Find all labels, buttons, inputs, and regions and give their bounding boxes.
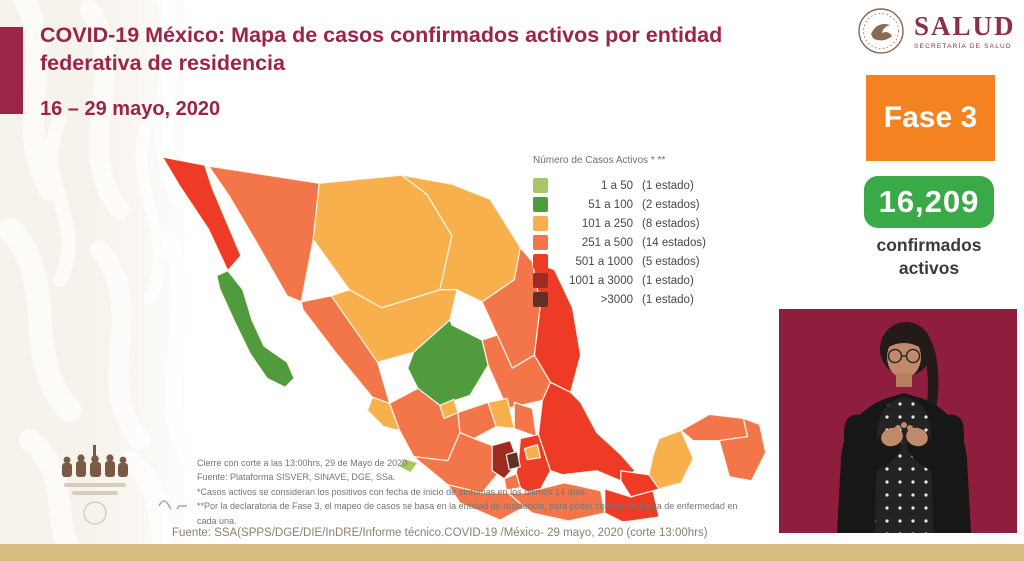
state-quintana-roo (718, 417, 767, 482)
legend-swatch (533, 178, 548, 193)
legend-row: 51 a 100 (2 estados) (533, 195, 758, 214)
state-hidalgo (513, 401, 537, 438)
active-cases-count: 16,209 (878, 184, 980, 219)
state-colima (398, 458, 419, 474)
phase-label: Fase 3 (883, 101, 978, 134)
footer-bar (0, 544, 1024, 561)
legend-swatch (533, 273, 548, 288)
active-cases-badge: 16,209 (864, 176, 994, 228)
squiggle-mark (158, 500, 187, 509)
legend-swatch (533, 216, 548, 231)
legend-swatch (533, 235, 548, 250)
state-guanajuato (457, 401, 497, 440)
state-tlaxcala (523, 443, 542, 461)
salud-subtitle: SECRETARÍA DE SALUD (914, 42, 1012, 50)
government-heroes-emblem (62, 445, 128, 525)
date-range: 16 – 29 mayo, 2020 (40, 98, 221, 120)
legend-row: 501 a 1000 (5 estados) (533, 252, 758, 271)
state-nayarit (366, 396, 401, 432)
state-yucatan (680, 413, 749, 442)
legend-row: 101 a 250 (8 estados) (533, 214, 758, 233)
state-cdmx (505, 451, 521, 471)
active-cases-caption: confirmados activos (876, 235, 982, 279)
salud-logo: SALUD SECRETARÍA DE SALUD (857, 7, 1016, 55)
phase-badge: Fase 3 (866, 75, 995, 161)
footnote-line: *Casos activos se consideran los positiv… (197, 486, 588, 497)
sign-language-interpreter-illustration (837, 322, 971, 533)
title-accent-bar (0, 27, 23, 114)
state-campeche (648, 429, 694, 490)
legend-swatch (533, 254, 548, 269)
legend-row: 1001 a 3000 (1 estado) (533, 271, 758, 290)
state-morelos (503, 473, 521, 491)
legend-swatch (533, 292, 548, 307)
legend-row: >3000 (1 estado) (533, 290, 758, 309)
legend-title: Número de Casos Activos * ** (533, 155, 666, 166)
salud-eagle-seal-icon (858, 8, 904, 54)
sign-language-interpreter-video (779, 309, 1017, 533)
source-line: Fuente: SSA(SPPS/DGE/DIE/InDRE/Informe t… (172, 527, 708, 539)
legend-swatch (533, 197, 548, 212)
legend-row: 1 a 50 (1 estado) (533, 176, 758, 195)
legend-row: 251 a 500 (14 estados) (533, 233, 758, 252)
footnote-line: Fuente: Plataforma SISVER, SINAVE, DGE, … (197, 472, 396, 483)
mexico-choropleth-map (161, 156, 767, 521)
page-title: COVID-19 México: Mapa de casos confirmad… (40, 23, 723, 75)
salud-wordmark: SALUD (914, 10, 1016, 41)
state-baja-california (161, 156, 242, 272)
state-zacatecas (407, 319, 489, 406)
state-chiapas (604, 488, 660, 521)
footnote-line: **Por la declaratoria de Fase 3, el mape… (197, 501, 738, 526)
footnote-line: Cierre con corte a las 13:00hrs, 29 de M… (197, 458, 408, 468)
map-footnotes: Cierre con corte a las 13:00hrs, 29 de M… (197, 456, 757, 528)
state-baja-california-sur (216, 270, 295, 388)
map-legend: Número de Casos Activos * ** 1 a 50 (1 e… (533, 155, 758, 309)
